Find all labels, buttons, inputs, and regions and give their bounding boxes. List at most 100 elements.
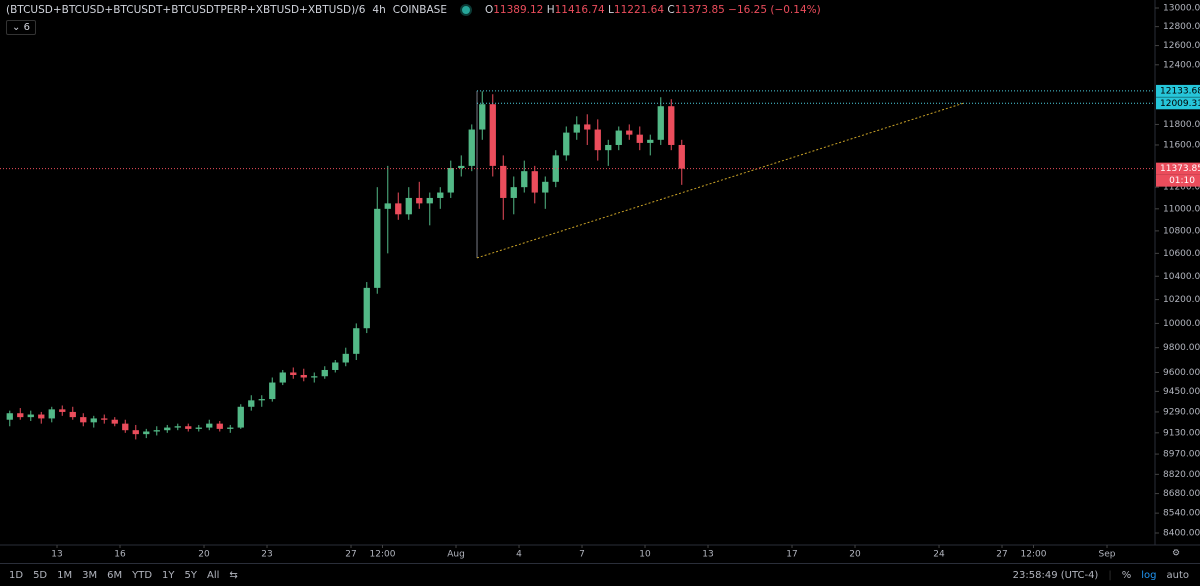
y-tick-label: 10600.00	[1163, 249, 1200, 259]
candle-body	[374, 208, 381, 288]
y-tick-label: 11800.00	[1163, 120, 1200, 130]
candle-body	[647, 139, 654, 143]
candle-body	[164, 427, 171, 431]
bottom-toolbar: 1D 5D 1M 3M 6M YTD 1Y 5Y All ⇆ 23:58:49 (UTC-4) …	[0, 563, 1200, 586]
compare-icon[interactable]: ⇆	[229, 570, 238, 581]
candle-body	[416, 197, 423, 204]
candle-body	[615, 130, 622, 145]
candle-body	[657, 106, 664, 140]
candle-body	[69, 411, 76, 418]
candle-body	[521, 171, 528, 188]
timeframe-button[interactable]: YTD	[132, 570, 153, 581]
price-level-label: 12009.31	[1160, 99, 1200, 109]
y-tick-label: 9290.00	[1163, 407, 1200, 417]
y-tick-label: 10200.00	[1163, 295, 1200, 305]
x-tick-label: 20	[849, 550, 861, 560]
high-value: 11416.74	[554, 4, 605, 16]
y-tick-label: 11600.00	[1163, 140, 1200, 150]
candle-body	[216, 423, 223, 429]
candle-body	[48, 409, 55, 419]
o-label: O	[484, 4, 494, 16]
candle-body	[342, 353, 349, 363]
symbol[interactable]: (BTCUSD+BTCUSD+BTCUSDT+BTCUSDTPERP+XBTUS…	[6, 4, 366, 16]
y-tick-label: 8680.00	[1163, 489, 1200, 499]
exchange: COINBASE	[392, 4, 447, 16]
y-tick-label: 8970.00	[1163, 450, 1200, 460]
scale-button[interactable]: %	[1121, 570, 1132, 581]
candle-body	[195, 427, 202, 429]
candle-body	[269, 382, 276, 400]
timeframe-button[interactable]: 5D	[33, 570, 48, 581]
x-tick-label: 12:00	[370, 550, 396, 560]
open-value: 11389.12	[493, 4, 544, 16]
candle-body	[678, 144, 685, 169]
c-label: C	[667, 4, 675, 16]
timeframe-button[interactable]: 3M	[82, 570, 98, 581]
price-level-label: 11373.85	[1160, 164, 1200, 174]
scale-button[interactable]: auto	[1166, 570, 1189, 581]
y-tick-label: 10400.00	[1163, 272, 1200, 282]
candle-body	[395, 203, 402, 215]
candle-body	[143, 431, 150, 435]
x-tick-label: Aug	[447, 550, 465, 560]
toolbar-right: 23:58:49 (UTC-4) | % log auto	[1008, 570, 1200, 581]
candle-body	[38, 414, 45, 419]
candle-body	[258, 399, 265, 401]
countdown-tag	[1156, 174, 1200, 187]
timeframe-button[interactable]: All	[207, 570, 220, 581]
candle-body	[353, 328, 360, 354]
candle-body	[363, 287, 370, 329]
candle-body	[437, 192, 444, 198]
timeframe-button[interactable]: 6M	[107, 570, 123, 581]
settings-icon[interactable]: ⚙	[1172, 549, 1180, 559]
h-label: H	[546, 4, 555, 16]
y-tick-label: 13000.00	[1163, 4, 1200, 14]
timeframe-button[interactable]: 1D	[9, 570, 24, 581]
candle-body	[332, 362, 339, 370]
x-tick-label: 24	[933, 550, 945, 560]
timeframe-button[interactable]: 1M	[57, 570, 73, 581]
timeframe-button[interactable]: 1Y	[162, 570, 175, 581]
candle-body	[542, 181, 549, 193]
indicator-toggle[interactable]: ⌄ 6	[6, 20, 36, 35]
scale-button[interactable]: log	[1141, 570, 1157, 581]
candle-body	[458, 165, 465, 168]
x-tick-label: 20	[198, 550, 210, 560]
ohlc: O11389.12 H11416.74 L11221.64 C11373.85 …	[485, 4, 821, 16]
y-tick-label: 10000.00	[1163, 319, 1200, 329]
candle-body	[27, 414, 34, 418]
close-value: 11373.85	[674, 4, 725, 16]
timeframe-button[interactable]: 5Y	[184, 570, 198, 581]
x-tick-label: 13	[702, 550, 713, 560]
candle-body	[300, 374, 307, 378]
candle-body	[468, 129, 475, 166]
candle-body	[500, 165, 507, 198]
candle-body	[636, 134, 643, 143]
y-tick-label: 11000.00	[1163, 204, 1200, 214]
candle-body	[573, 124, 580, 133]
candle-body	[479, 104, 486, 130]
separator: |	[1108, 570, 1112, 581]
l-label: L	[608, 4, 614, 16]
candle-body	[90, 418, 97, 423]
candle-body	[405, 197, 412, 215]
candle-body	[122, 423, 129, 431]
candle-body	[563, 132, 570, 156]
candle-body	[59, 409, 66, 412]
interval[interactable]: 4h	[372, 4, 386, 16]
candle-body	[185, 426, 192, 429]
candle-body	[584, 124, 591, 130]
y-tick-label: 12600.00	[1163, 41, 1200, 51]
candle-body	[384, 203, 391, 209]
x-tick-label: 27	[345, 550, 356, 560]
x-tick-label: 16	[114, 550, 126, 560]
candle-body	[594, 129, 601, 151]
y-tick-label: 8400.00	[1163, 529, 1200, 539]
candle-body	[227, 427, 234, 429]
candle-body	[6, 413, 13, 420]
y-tick-label: 9450.00	[1163, 387, 1200, 397]
y-tick-label: 8540.00	[1163, 509, 1200, 519]
y-tick-label: 10800.00	[1163, 226, 1200, 236]
candle-body	[426, 197, 433, 204]
x-tick-label: 7	[579, 550, 585, 560]
